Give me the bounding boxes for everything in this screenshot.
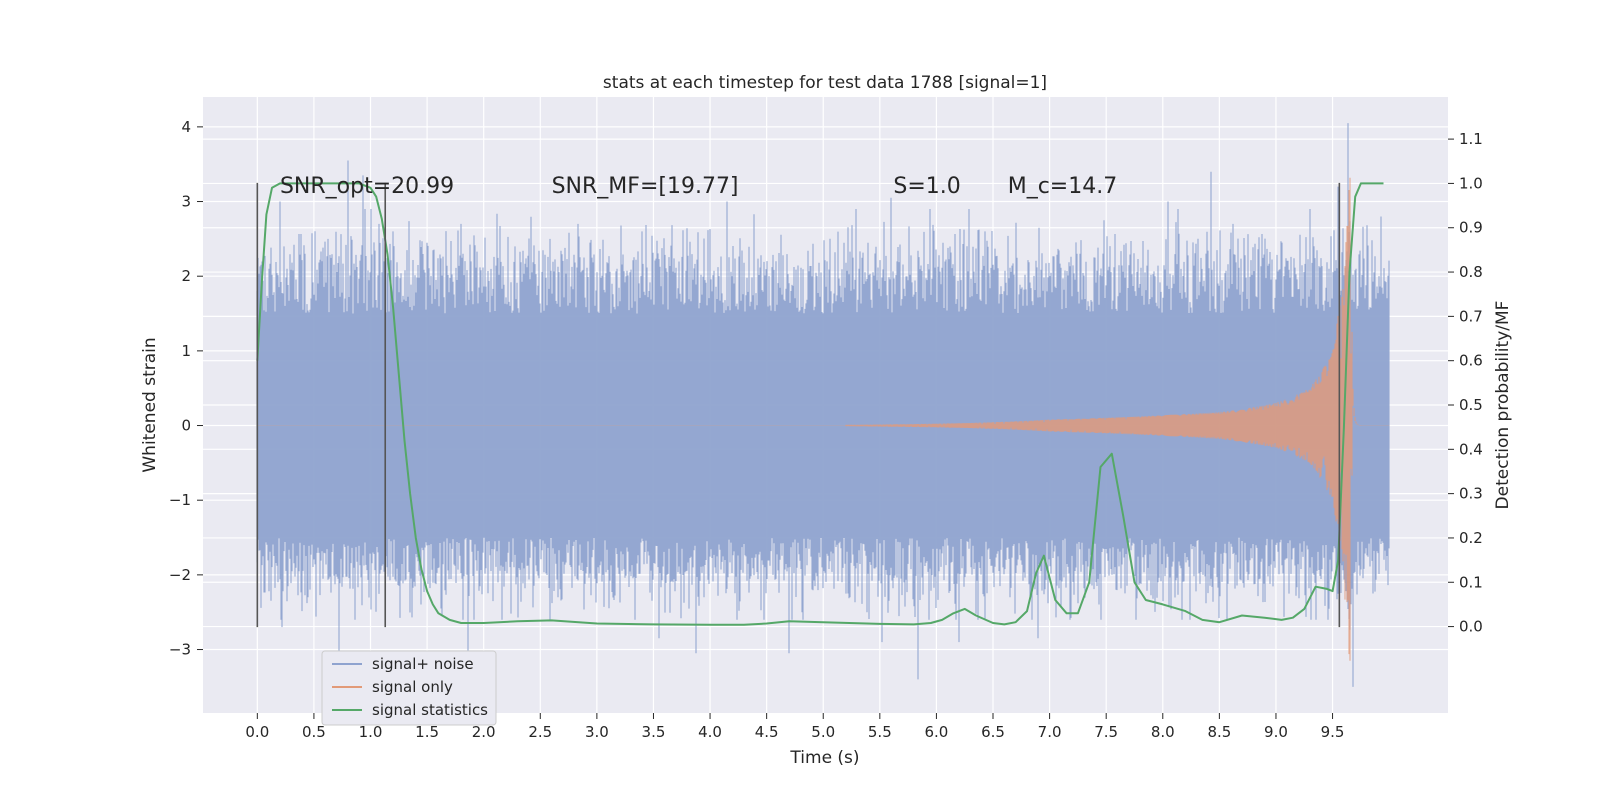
y-axis-ticks: −3 −2 −1 0 1 2 3 4	[169, 118, 203, 659]
y2-tick-label-1: 0.1	[1459, 573, 1483, 591]
annotation-mc-text: M_c=14.7	[1008, 174, 1117, 199]
y2-tick-label-7: 0.7	[1459, 307, 1483, 325]
legend-box	[321, 650, 497, 726]
y2-tick-label-6: 0.6	[1459, 352, 1483, 370]
chart-title: stats at each timestep for test data 178…	[603, 73, 1047, 93]
x-tick-label-15: 7.5	[1094, 723, 1118, 741]
y-tick-label-0: −3	[169, 641, 191, 659]
y2-axis-ticks: 0.0 0.1 0.2 0.3 0.4 0.5 0.6 0.7 0.8 0.9 1.0 1.1	[1448, 130, 1483, 636]
x-tick-label-9: 4.5	[755, 723, 779, 741]
x-tick-label-18: 9.0	[1264, 723, 1288, 741]
legend-label-signal: signal only	[372, 678, 453, 696]
y2-tick-label-9: 0.9	[1459, 219, 1483, 237]
x-tick-label-3: 1.5	[415, 723, 439, 741]
stats-trace	[256, 182, 1384, 626]
x-tick-label-4: 2.0	[472, 723, 496, 741]
y-tick-label-3: 0	[181, 417, 191, 435]
x-tick-label-12: 6.0	[924, 723, 948, 741]
annotation-s-text: S=1.0	[893, 174, 960, 199]
y2-tick-label-10: 1.0	[1459, 174, 1483, 192]
x-tick-label-0: 0.0	[245, 723, 269, 741]
y2-tick-label-11: 1.1	[1459, 130, 1483, 148]
y2-tick-label-8: 0.8	[1459, 263, 1483, 281]
annotations: SNR_opt=20.99 SNR_MF=[19.77] S=1.0 M_c=1…	[280, 174, 1117, 199]
y2-tick-label-5: 0.5	[1459, 396, 1483, 414]
x-tick-label-14: 7.0	[1038, 723, 1062, 741]
vertical-markers	[256, 182, 1341, 628]
y-tick-label-4: 1	[181, 342, 191, 360]
y-tick-label-7: 4	[181, 118, 191, 136]
y-tick-label-2: −1	[169, 491, 191, 509]
x-tick-label-11: 5.5	[868, 723, 892, 741]
x-tick-label-10: 5.0	[811, 723, 835, 741]
legend: signal+ noise signal only signal statist…	[321, 650, 497, 726]
legend-label-noise: signal+ noise	[372, 655, 474, 673]
x-tick-label-5: 2.5	[528, 723, 552, 741]
stats-series	[256, 182, 1384, 626]
annotation-snr-opt-text: SNR_opt=20.99	[280, 174, 454, 199]
annotation-snr-mf: SNR_MF=[19.77]	[552, 174, 739, 199]
x-tick-label-1: 0.5	[302, 723, 326, 741]
x-tick-label-13: 6.5	[981, 723, 1005, 741]
y2-tick-label-0: 0.0	[1459, 618, 1483, 636]
x-tick-label-8: 4.0	[698, 723, 722, 741]
y2-tick-label-4: 0.4	[1459, 440, 1483, 458]
y2-axis-label: Detection probability/MF	[1493, 301, 1513, 510]
x-axis-ticks: 0.0 0.5 1.0 1.5 2.0 2.5 3.0 3.5 4.0 4.5 5.0 5.5 6.0 6…	[245, 713, 1344, 741]
y-tick-label-1: −2	[169, 566, 191, 584]
annotation-snr-opt: SNR_opt=20.99	[280, 174, 454, 199]
annotation-mc: M_c=14.7	[1008, 174, 1117, 199]
legend-label-stats: signal statistics	[372, 701, 488, 719]
y2-tick-label-2: 0.2	[1459, 529, 1483, 547]
annotation-snr-mf-text: SNR_MF=[19.77]	[552, 174, 739, 199]
annotation-s: S=1.0	[893, 174, 960, 199]
y-axis-label: Whitened strain	[140, 337, 160, 472]
x-axis-label: Time (s)	[789, 748, 859, 768]
x-tick-label-16: 8.0	[1151, 723, 1175, 741]
x-tick-label-17: 8.5	[1207, 723, 1231, 741]
x-tick-label-19: 9.5	[1321, 723, 1345, 741]
y2-tick-label-3: 0.3	[1459, 485, 1483, 503]
x-tick-label-2: 1.0	[359, 723, 383, 741]
x-tick-label-6: 3.0	[585, 723, 609, 741]
y-tick-label-6: 3	[181, 193, 191, 211]
x-tick-label-7: 3.5	[642, 723, 666, 741]
y-tick-label-5: 2	[181, 267, 191, 285]
